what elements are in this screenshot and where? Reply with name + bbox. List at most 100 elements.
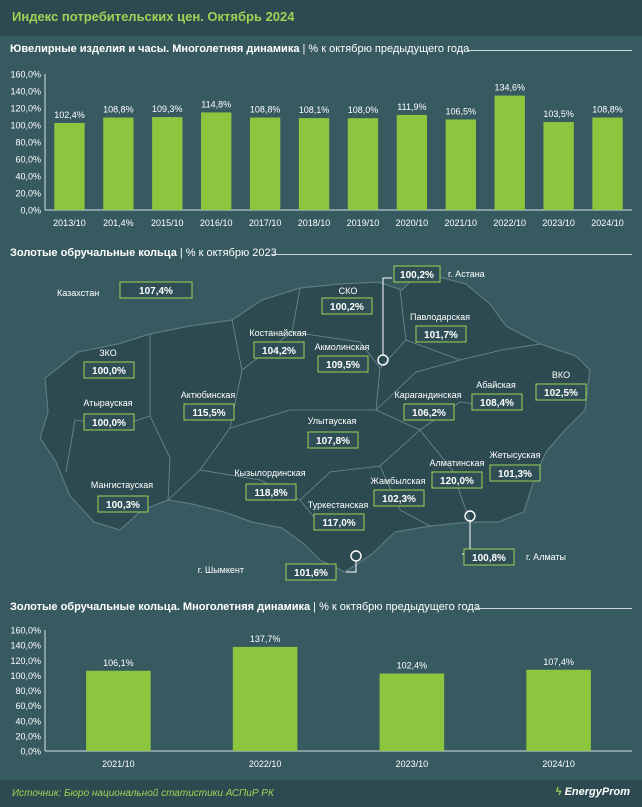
x-tick-label: 2023/10 bbox=[542, 218, 575, 228]
data-label: 134,6% bbox=[494, 83, 525, 93]
bar bbox=[298, 118, 330, 210]
region-name: Кызылординская bbox=[234, 468, 305, 478]
region-name: СКО bbox=[339, 286, 358, 296]
y-tick-label: 60,0% bbox=[15, 701, 41, 711]
y-tick-label: 100,0% bbox=[10, 671, 41, 681]
x-tick-label: 2017/10 bbox=[249, 218, 282, 228]
x-tick-label: 2024/10 bbox=[542, 759, 575, 769]
y-tick-label: 60,0% bbox=[15, 155, 41, 165]
region-name: Жетысуская bbox=[490, 450, 541, 460]
x-tick-label: 2022/10 bbox=[249, 759, 282, 769]
x-tick-label: 2021/10 bbox=[102, 759, 135, 769]
region-value: 102,5% bbox=[544, 388, 578, 399]
page-title: Индекс потребительских цен. Октябрь 2024 bbox=[12, 9, 295, 24]
region-box bbox=[489, 464, 541, 482]
x-tick-label: 2013/10 bbox=[53, 218, 86, 228]
region-value: 107,8% bbox=[316, 436, 350, 447]
logo-text: EnergyProm bbox=[564, 786, 630, 798]
map-title-main: Золотые обручальные кольца bbox=[10, 247, 177, 259]
data-label: 109,3% bbox=[152, 104, 183, 114]
x-tick-label: 2020/10 bbox=[396, 218, 429, 228]
header-bar: Индекс потребительских цен. Октябрь 2024 bbox=[0, 0, 642, 36]
region-box bbox=[415, 325, 467, 343]
bar bbox=[379, 673, 445, 751]
region-value: 100,2% bbox=[330, 302, 364, 313]
region-border bbox=[405, 339, 541, 361]
bar bbox=[494, 95, 525, 210]
y-tick-label: 120,0% bbox=[10, 104, 41, 114]
region-value: 118,8% bbox=[254, 488, 287, 499]
region-value: 106,2% bbox=[412, 408, 446, 419]
region-name: Карагандинская bbox=[394, 390, 461, 400]
y-tick-label: 160,0% bbox=[10, 626, 41, 636]
region-box bbox=[97, 495, 149, 513]
region-border bbox=[379, 465, 431, 527]
bar bbox=[543, 122, 574, 210]
bar bbox=[152, 117, 183, 210]
region-box bbox=[431, 471, 483, 489]
x-tick-label: 2016/10 bbox=[200, 218, 233, 228]
bar bbox=[54, 122, 85, 210]
energyprom-logo: ϟ EnergyProm bbox=[556, 786, 630, 798]
region-box bbox=[183, 403, 235, 421]
region-border bbox=[229, 409, 421, 431]
y-tick-label: 40,0% bbox=[15, 172, 41, 182]
region-box bbox=[403, 403, 455, 421]
x-tick-label: 2024/10 bbox=[591, 218, 624, 228]
region-value: 102,3% bbox=[382, 494, 416, 505]
data-label: 108,8% bbox=[103, 105, 134, 115]
data-label: 108,8% bbox=[250, 105, 281, 115]
region-box bbox=[471, 393, 523, 411]
bar bbox=[86, 670, 151, 751]
y-tick-label: 0,0% bbox=[20, 747, 41, 757]
region-border bbox=[375, 359, 461, 411]
data-label: 108,0% bbox=[348, 105, 379, 115]
region-box bbox=[321, 297, 373, 315]
data-label: 107,4% bbox=[543, 657, 574, 667]
region-border bbox=[291, 331, 381, 411]
region-name: Акмолинская bbox=[315, 342, 370, 352]
chart2-title-rule bbox=[476, 608, 632, 609]
region-name: Павлодарская bbox=[410, 312, 470, 322]
bar bbox=[201, 112, 232, 210]
map-title-unit: | % к октябрю 2023 bbox=[176, 247, 277, 259]
chart2-svg: 0,0% 20,0% 40,0% 60,0% 80,0% 100,0% 120,0% 140,… bbox=[10, 626, 632, 769]
data-label: 106,1% bbox=[103, 658, 134, 668]
region-value: 101,6% bbox=[294, 568, 328, 579]
bar bbox=[249, 117, 281, 210]
y-tick-label: 140,0% bbox=[10, 87, 41, 97]
data-label: 102,4% bbox=[54, 110, 85, 120]
x-tick-label: 2021/10 bbox=[445, 218, 478, 228]
y-tick-label: 120,0% bbox=[10, 656, 41, 666]
map-title-rule bbox=[272, 254, 632, 255]
y-tick-label: 100,0% bbox=[10, 121, 41, 131]
country-value: 107,4% bbox=[139, 286, 173, 297]
region-box bbox=[307, 431, 359, 449]
data-label: 111,9% bbox=[397, 102, 426, 112]
bar bbox=[526, 669, 591, 751]
y-tick-label: 0,0% bbox=[20, 206, 41, 216]
region-value: 117,0% bbox=[322, 518, 355, 529]
bar bbox=[232, 646, 298, 751]
x-tick-label: 2023/10 bbox=[396, 759, 429, 769]
bar bbox=[445, 119, 476, 210]
data-label: 137,7% bbox=[250, 634, 281, 644]
shymkent-leader bbox=[346, 561, 357, 573]
region-name: ВКО bbox=[552, 370, 570, 380]
y-tick-label: 140,0% bbox=[10, 641, 41, 651]
map-title: Золотые обручальные кольца | % к октябрю… bbox=[10, 247, 277, 259]
region-border bbox=[199, 429, 421, 501]
region-value: 104,2% bbox=[262, 346, 296, 357]
chart1-title-main: Ювелирные изделия и часы. Многолетняя ди… bbox=[10, 43, 300, 55]
y-tick-label: 20,0% bbox=[15, 731, 41, 741]
region-value: 100,8% bbox=[472, 553, 506, 564]
bar bbox=[103, 117, 134, 210]
region-box bbox=[317, 355, 369, 373]
region-value: 100,2% bbox=[400, 270, 434, 281]
region-value: 109,5% bbox=[326, 360, 360, 371]
region-border bbox=[149, 415, 171, 501]
region-box bbox=[83, 413, 135, 431]
chart2-title-main: Золотые обручальные кольца. Многолетняя … bbox=[10, 601, 311, 613]
country-name: Казахстан bbox=[57, 288, 99, 298]
x-tick-label: 2015/10 bbox=[151, 218, 184, 228]
